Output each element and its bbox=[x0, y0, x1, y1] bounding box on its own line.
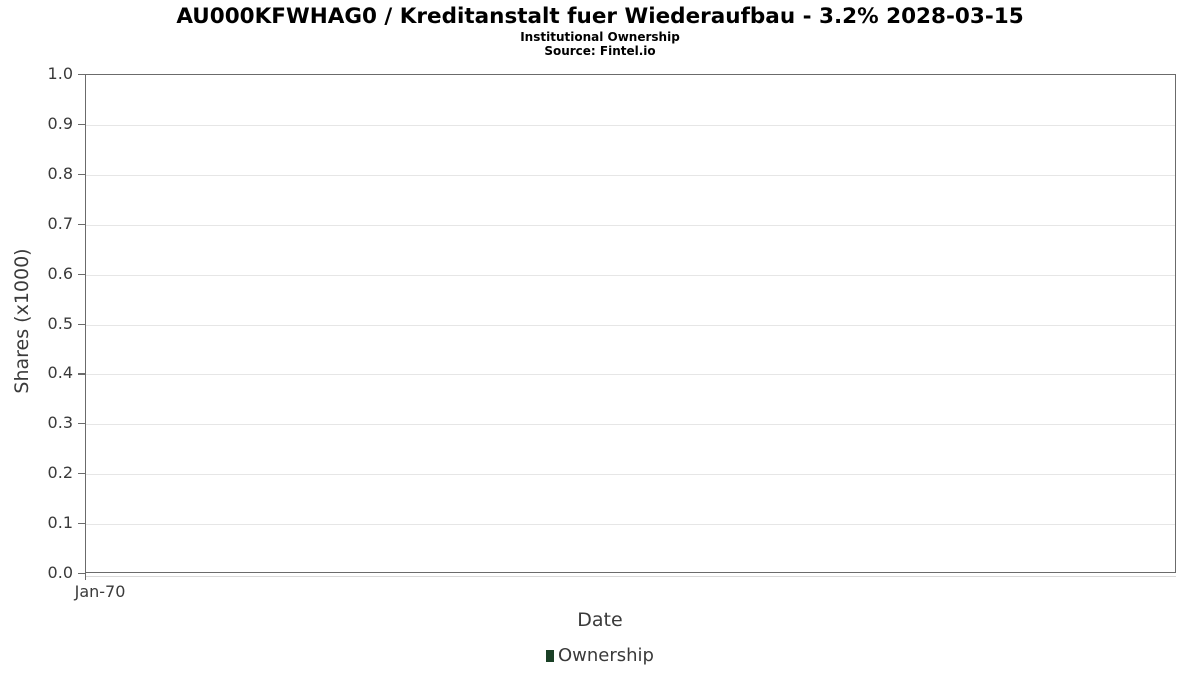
chart-header: AU000KFWHAG0 / Kreditanstalt fuer Wieder… bbox=[0, 4, 1200, 58]
legend-swatch-icon bbox=[546, 649, 554, 662]
axis-underline bbox=[85, 576, 1176, 577]
y-axis-tick-label: 1.0 bbox=[47, 64, 73, 83]
y-axis-tick-mark bbox=[78, 223, 85, 225]
x-axis-tick-label: Jan-70 bbox=[74, 582, 126, 601]
y-axis-tick-mark bbox=[78, 323, 85, 325]
chart-source-label: Source: Fintel.io bbox=[544, 44, 656, 58]
legend-label: Ownership bbox=[558, 645, 654, 666]
chart-title: AU000KFWHAG0 / Kreditanstalt fuer Wieder… bbox=[176, 4, 1024, 29]
y-axis-tick-mark bbox=[78, 74, 85, 76]
gridline bbox=[86, 275, 1175, 276]
y-axis-tick-label: 0.1 bbox=[47, 513, 73, 533]
y-axis-title: Shares (x1000) bbox=[11, 248, 33, 394]
gridline bbox=[86, 524, 1175, 525]
y-axis-tick-label: 0.5 bbox=[47, 313, 73, 333]
plot-area bbox=[85, 74, 1176, 573]
series-layer bbox=[86, 75, 1175, 572]
x-axis-title: Date bbox=[577, 609, 623, 631]
chart-legend: Ownership bbox=[0, 645, 1200, 666]
y-axis-tick-mark bbox=[78, 523, 85, 525]
y-axis-tick-mark bbox=[78, 473, 85, 475]
y-axis-tick-mark bbox=[78, 373, 85, 375]
legend-item[interactable]: Ownership bbox=[546, 645, 654, 666]
y-axis-tick-mark bbox=[78, 423, 85, 425]
y-axis-tick-label: 0.4 bbox=[47, 363, 73, 383]
y-axis-tick-label: 0.6 bbox=[47, 263, 73, 283]
y-axis-tick-mark bbox=[78, 173, 85, 175]
gridline bbox=[86, 374, 1175, 375]
y-axis-tick-label: 0.2 bbox=[47, 463, 73, 483]
y-axis-tick-label: 0.9 bbox=[47, 113, 73, 133]
y-axis-tick-label: 0.0 bbox=[47, 563, 73, 582]
chart-subtitle: Institutional Ownership bbox=[520, 30, 680, 44]
y-axis-tick-mark bbox=[78, 573, 85, 575]
y-axis-tick-label: 0.7 bbox=[47, 213, 73, 233]
gridline bbox=[86, 325, 1175, 326]
x-axis-tick-mark bbox=[85, 573, 87, 580]
gridline bbox=[86, 125, 1175, 126]
y-axis-tick-mark bbox=[78, 273, 85, 275]
gridline bbox=[86, 175, 1175, 176]
gridline bbox=[86, 424, 1175, 425]
gridline bbox=[86, 225, 1175, 226]
y-axis-tick-mark bbox=[78, 123, 85, 126]
gridline bbox=[86, 474, 1175, 475]
y-axis-tick-label: 0.3 bbox=[47, 413, 73, 433]
y-axis-tick-label: 0.8 bbox=[47, 163, 73, 183]
